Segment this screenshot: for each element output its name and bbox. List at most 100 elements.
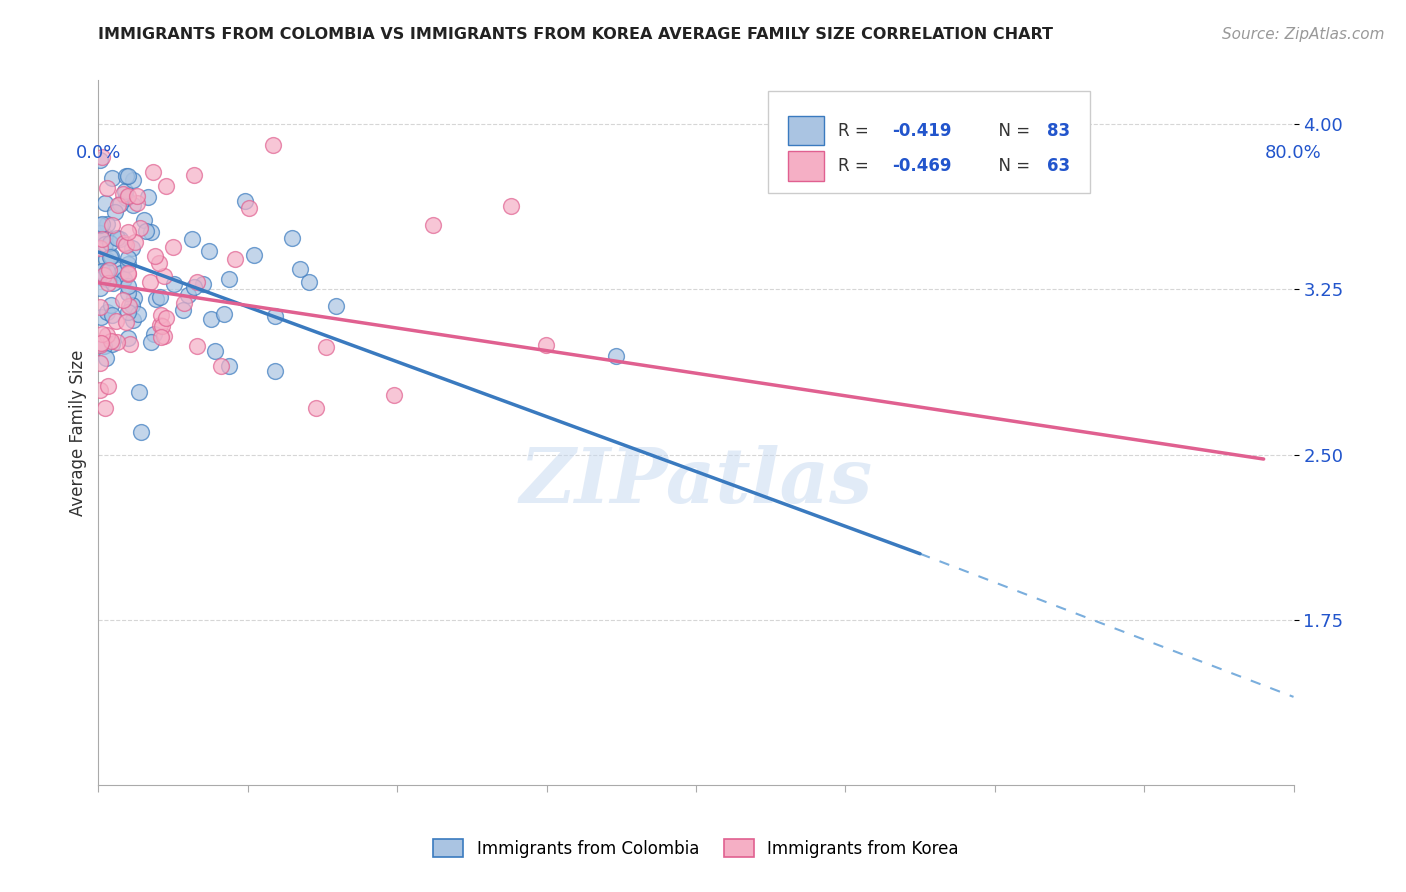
Point [97, 276, 120, 290]
Point [186, 275, 208, 289]
Point [112, 236, 135, 251]
Point [281, 231, 304, 245]
Legend: Immigrants from Colombia, Immigrants from Korea: Immigrants from Colombia, Immigrants fro… [433, 839, 959, 858]
Point [172, 302, 194, 317]
Point [100, 334, 122, 348]
Point [89, 241, 111, 255]
Point [97, 379, 120, 393]
Text: N =: N = [987, 121, 1035, 139]
Point [94, 351, 117, 365]
Point [141, 335, 163, 350]
Point [117, 268, 139, 282]
Point [121, 313, 143, 327]
Point [91, 264, 114, 278]
Point [98, 250, 121, 264]
Point [90, 265, 112, 279]
Point [100, 249, 122, 263]
Point [143, 249, 166, 263]
Text: -0.419: -0.419 [891, 121, 952, 139]
Point [127, 307, 149, 321]
Point [125, 196, 148, 211]
Point [183, 168, 205, 182]
Text: N =: N = [987, 157, 1035, 175]
Point [181, 232, 204, 246]
Point [117, 266, 139, 280]
Point [124, 235, 146, 249]
Point [135, 224, 157, 238]
Point [193, 277, 215, 292]
Point [104, 262, 127, 277]
Point [94, 195, 117, 210]
Point [89, 218, 111, 232]
Point [105, 314, 128, 328]
FancyBboxPatch shape [768, 91, 1091, 193]
Point [93, 268, 115, 282]
Point [93, 339, 115, 353]
Point [134, 212, 156, 227]
Point [117, 169, 139, 184]
Point [155, 311, 177, 326]
Point [143, 326, 166, 341]
Point [218, 272, 240, 286]
Point [94, 401, 117, 415]
Point [153, 62, 176, 76]
Text: ZIPatlas: ZIPatlas [519, 445, 873, 519]
Point [173, 296, 195, 310]
Point [117, 286, 139, 301]
Y-axis label: Average Family Size: Average Family Size [69, 350, 87, 516]
Point [89, 356, 111, 370]
Point [145, 293, 167, 307]
Point [91, 232, 114, 246]
Point [98, 235, 121, 250]
Point [94, 252, 117, 266]
Point [96, 180, 118, 194]
Point [114, 184, 136, 198]
Text: R =: R = [838, 157, 875, 175]
Point [209, 359, 232, 373]
Point [125, 189, 148, 203]
Point [94, 229, 117, 244]
Point [107, 198, 129, 212]
Point [382, 388, 405, 402]
Point [304, 401, 326, 416]
Point [101, 171, 124, 186]
Point [96, 217, 118, 231]
Point [290, 262, 312, 277]
Text: R =: R = [838, 121, 875, 139]
Point [105, 231, 128, 245]
Point [115, 191, 138, 205]
Point [96, 328, 118, 343]
Point [90, 217, 112, 231]
Point [121, 298, 143, 312]
Bar [787, 116, 824, 145]
Text: -0.469: -0.469 [891, 157, 952, 175]
Point [238, 201, 260, 215]
Point [177, 288, 200, 302]
Point [186, 339, 208, 353]
Point [112, 187, 135, 202]
Point [117, 188, 139, 202]
Point [121, 242, 143, 256]
Point [100, 298, 122, 312]
Point [117, 305, 139, 319]
Point [96, 264, 118, 278]
Point [89, 281, 111, 295]
Point [112, 272, 135, 286]
Point [263, 310, 285, 324]
Point [108, 197, 131, 211]
Point [115, 315, 138, 329]
Point [214, 307, 236, 321]
Point [105, 334, 128, 349]
Point [315, 340, 337, 354]
Point [233, 194, 256, 208]
Point [128, 384, 150, 399]
Point [121, 197, 143, 211]
Point [422, 218, 444, 232]
Point [150, 308, 173, 322]
Point [262, 137, 284, 152]
Point [138, 275, 160, 289]
Point [536, 338, 558, 352]
Point [117, 226, 139, 240]
Point [149, 318, 172, 332]
Point [264, 364, 287, 378]
